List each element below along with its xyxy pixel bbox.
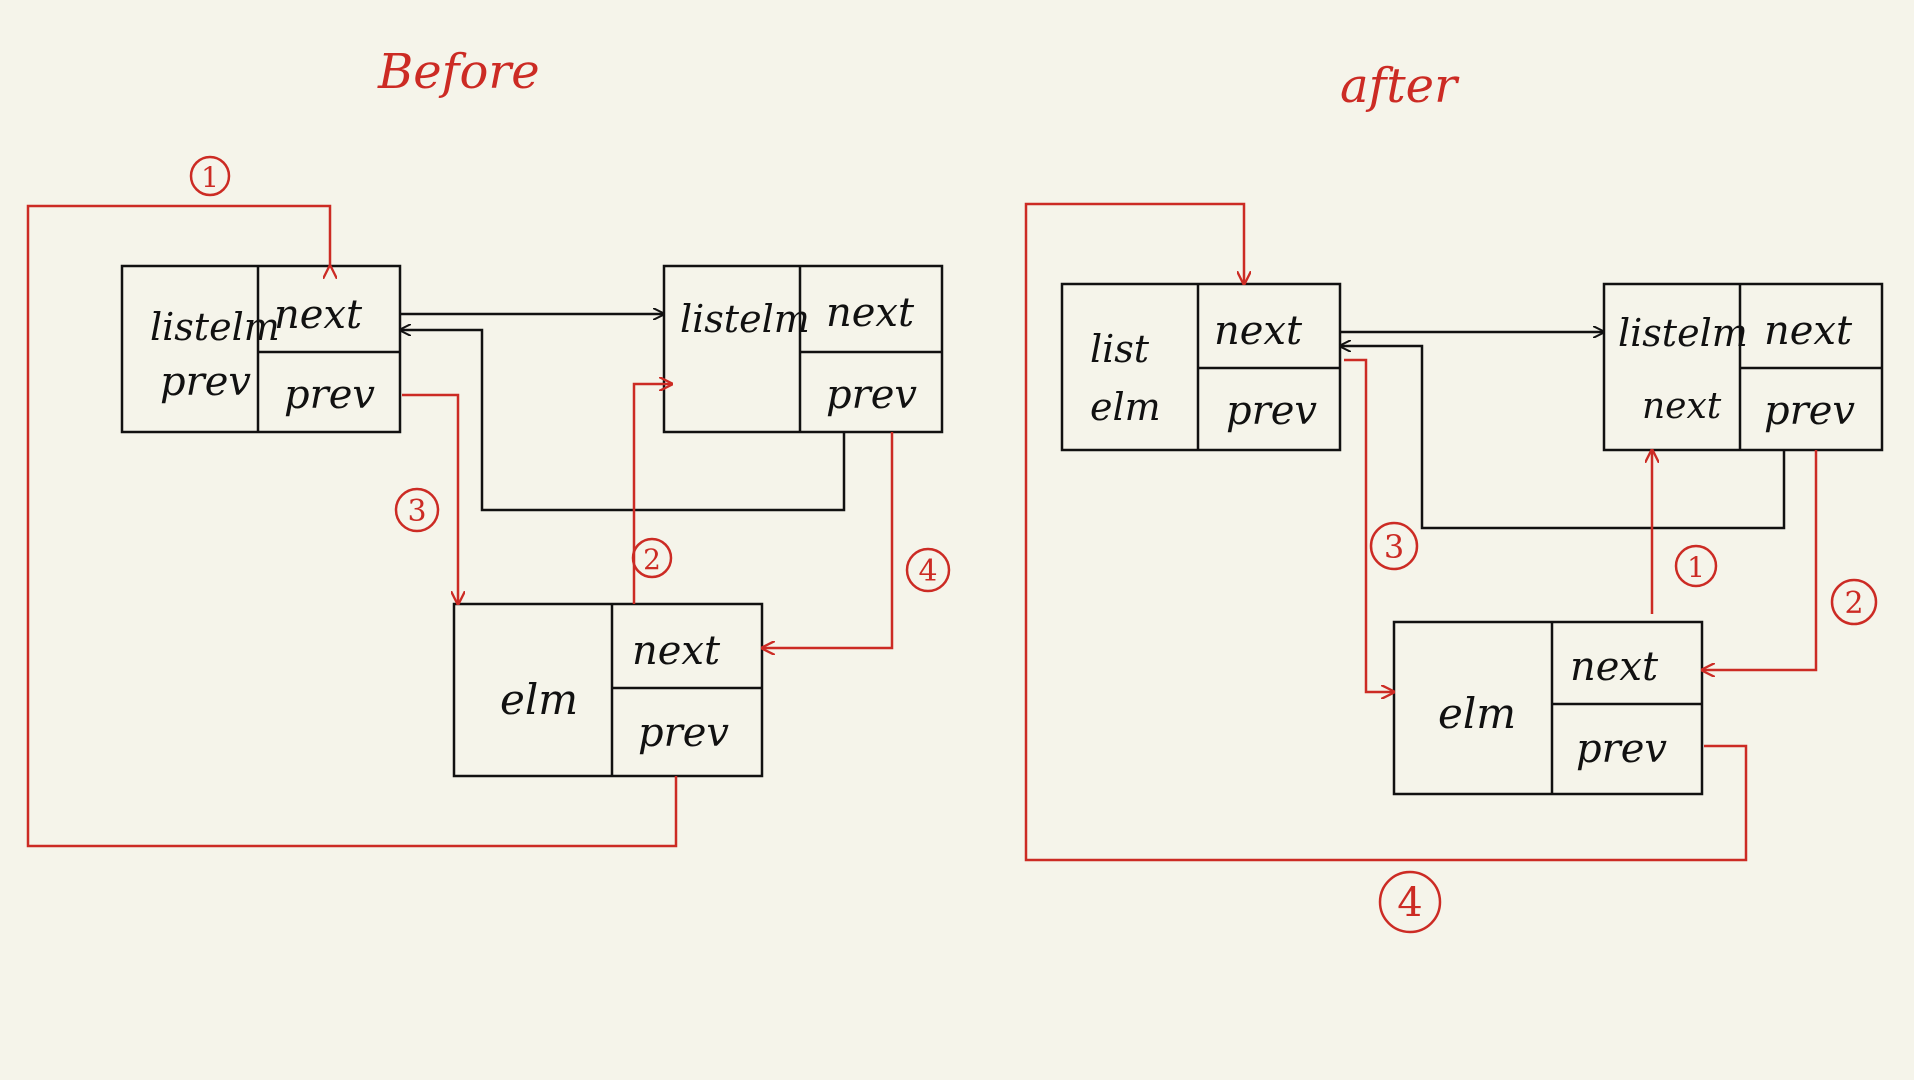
before-list-node-next: next [274, 292, 363, 338]
after-list-node-label-2: elm [1090, 385, 1161, 429]
before-step1-marker: 1 [189, 155, 231, 197]
before-elm-node-prev: prev [638, 710, 729, 756]
before-listelm-node-next: next [826, 290, 915, 336]
after-elm-node-next: next [1570, 644, 1659, 690]
before-elm-node-label: elm [500, 675, 578, 724]
after-title: after [1340, 58, 1460, 114]
after-step1-marker: 1 [1674, 544, 1718, 588]
before-step2-marker: 2 [631, 537, 673, 579]
before-elm-node-next: next [632, 628, 721, 674]
before-listelm-node-label-1: listelm [680, 297, 810, 341]
before-step4-marker: 4 [905, 547, 951, 593]
before-step2-number: 2 [643, 543, 661, 576]
before-title: Before [377, 44, 540, 100]
before-listelm-node-prev: prev [826, 372, 917, 418]
before-step1-arrow [26, 204, 678, 848]
after-list-node-next: next [1214, 308, 1303, 354]
after-list-node-label-1: list [1090, 327, 1150, 371]
after-step4-arrow [1024, 202, 1748, 862]
after-step2-number: 2 [1844, 586, 1863, 621]
before-step4-arrow [762, 432, 894, 648]
before-listelm-node: listelm next prev [662, 264, 944, 434]
after-step3-number: 3 [1384, 528, 1404, 566]
after-listelm-node-label-1: listelm [1618, 311, 1748, 355]
after-elm-node: elm next prev [1392, 620, 1704, 796]
after-step3-arrow [1344, 358, 1394, 692]
before-step3-number: 3 [407, 494, 426, 529]
after-elm-node-label: elm [1438, 689, 1516, 738]
before-list-node-label-1: listelm [150, 305, 280, 349]
before-listelm-prev-to-list-arrow [400, 330, 846, 512]
before-list-node-box [120, 264, 402, 434]
before-list-node: listelm prev next prev [120, 264, 402, 434]
after-listelm-prev-to-list-arrow [1340, 346, 1786, 530]
after-listelm-node-label-2: next [1642, 386, 1722, 427]
after-elm-node-box [1392, 620, 1704, 796]
after-list-node-prev: prev [1226, 388, 1317, 434]
after-step2-arrow [1702, 450, 1818, 670]
before-elm-node-box [452, 602, 764, 778]
after-list-node: list elm next prev [1060, 282, 1342, 452]
before-step3-arrow [402, 393, 458, 604]
before-step1-number: 1 [201, 161, 219, 194]
after-listelm-node-prev: prev [1764, 388, 1855, 434]
after-step4-marker: 4 [1378, 870, 1442, 934]
before-step4-number: 4 [918, 554, 937, 589]
after-step1-number: 1 [1687, 551, 1705, 584]
after-listelm-node: listelm next next prev [1602, 282, 1884, 452]
after-elm-node-prev: prev [1576, 726, 1667, 772]
before-step3-marker: 3 [394, 487, 440, 533]
before-step2-arrow [632, 384, 672, 604]
before-list-node-label-2: prev [160, 359, 251, 405]
after-step2-marker: 2 [1830, 578, 1878, 626]
before-elm-node: elm next prev [452, 602, 764, 778]
after-step4-number: 4 [1397, 880, 1422, 926]
before-listelm-node-box [662, 264, 944, 434]
after-listelm-node-next: next [1764, 308, 1853, 354]
after-step3-marker: 3 [1369, 521, 1419, 571]
before-list-node-prev: prev [284, 372, 375, 418]
